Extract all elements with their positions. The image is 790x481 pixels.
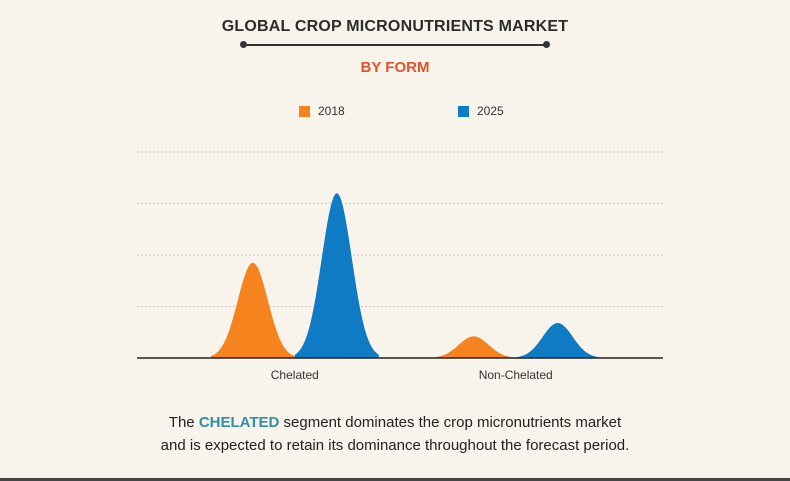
peak-2025-non-chelated: [515, 323, 600, 358]
divider-dot-right: [543, 41, 550, 48]
x-tick-label: Chelated: [271, 368, 319, 382]
caption-line-2: and is expected to retain its dominance …: [160, 437, 630, 454]
peak-2018-chelated: [210, 262, 295, 358]
legend-swatch-2018: [299, 105, 310, 117]
bottom-border: [0, 478, 790, 481]
legend-item-2025: 2025: [458, 104, 504, 118]
legend-swatch-2025: [458, 105, 469, 117]
chart-title: GLOBAL CROP MICRONUTRIENTS MARKET: [221, 18, 569, 35]
x-tick-label: Non-Chelated: [479, 368, 553, 382]
chart-subtitle: BY FORM: [360, 59, 430, 76]
legend-label-2025: 2025: [477, 104, 504, 118]
title-divider: [243, 44, 547, 46]
chart-caption: The CHELATED segment dominates the crop …: [0, 411, 790, 457]
divider-dot-left: [240, 41, 247, 48]
caption-highlight: CHELATED: [198, 414, 280, 431]
peak-2025-chelated: [294, 193, 379, 358]
legend-label-2018: 2018: [318, 104, 345, 118]
peak-2018-non-chelated: [431, 336, 516, 358]
caption-line-1: The CHELATED segment dominates the crop …: [168, 414, 622, 431]
legend-item-2018: 2018: [299, 104, 345, 118]
